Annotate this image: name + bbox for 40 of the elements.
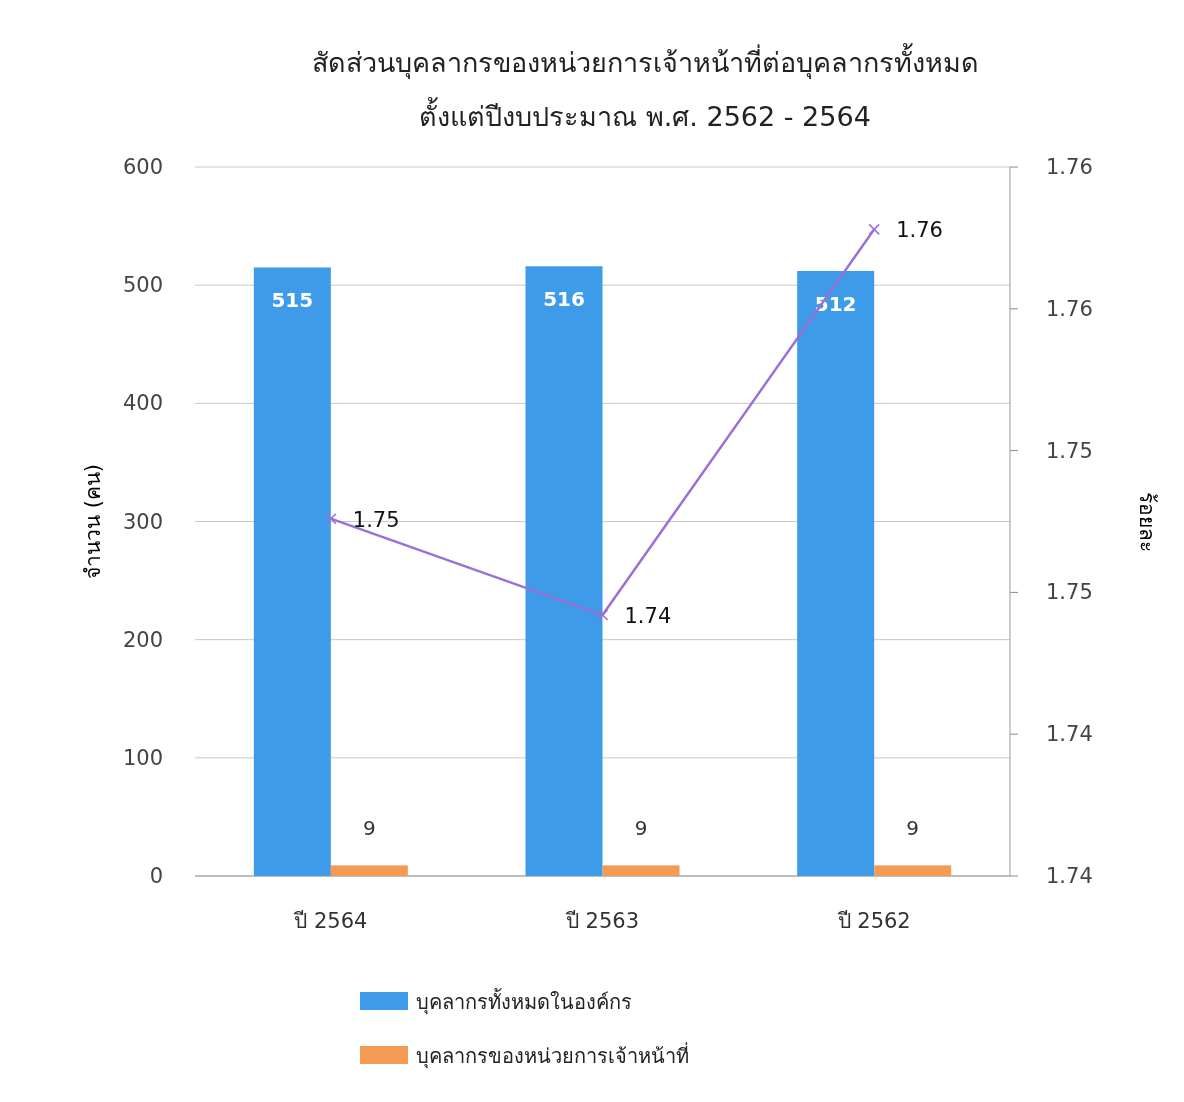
- data-label: 9: [906, 816, 920, 841]
- data-label: 1.75: [352, 507, 400, 532]
- chart-subtitle: ตั้งแต่ปีงบประมาณ พ.ศ. 2562 - 2564: [419, 97, 871, 132]
- data-label: 1.76: [896, 218, 943, 243]
- bar: [330, 865, 408, 876]
- bar: [797, 270, 875, 876]
- bar: [874, 865, 952, 876]
- legend-label: บุคลากรทั้งหมดในองค์กร: [416, 988, 632, 1015]
- y2-tick-label: 1.76: [1046, 296, 1093, 321]
- point: [596, 609, 609, 621]
- y-tick-label: 300: [122, 509, 163, 534]
- y2-tick-label: 1.74: [1046, 722, 1093, 747]
- data-label: 515: [271, 288, 314, 313]
- x-tick-label: ปี 2562: [836, 909, 911, 933]
- y-tick-label: 100: [122, 745, 163, 770]
- x-tick-label: ปี 2563: [564, 909, 640, 933]
- point: [325, 512, 337, 525]
- data-label: 1.74: [624, 604, 672, 629]
- data-label: 512: [814, 291, 857, 316]
- bar: [525, 266, 603, 876]
- x-tick-label: ปี 2564: [293, 909, 368, 933]
- y2-tick-label: 1.75: [1046, 580, 1093, 605]
- data-label: 9: [634, 816, 648, 841]
- y2-tick-label: 1.74: [1046, 864, 1093, 888]
- y-tick-label: 500: [122, 273, 163, 298]
- legend-label: บุคลากรของหน่วยการเจ้าหน้าที่: [416, 1042, 689, 1069]
- y-tick-label: 400: [122, 391, 163, 416]
- data-label: 516: [543, 287, 585, 312]
- bar: [253, 267, 331, 876]
- y-tick-label: 600: [122, 155, 163, 179]
- y-axis-title: จำนวน (คน): [81, 463, 105, 580]
- y2-tick-label: 1.75: [1046, 438, 1093, 463]
- y-tick-label: 200: [122, 627, 163, 652]
- data-label: 9: [362, 816, 376, 841]
- point: [868, 223, 880, 236]
- y2-tick-label: 1.76: [1046, 155, 1093, 179]
- y2-axis-title: ร้อยละ: [1135, 491, 1159, 552]
- y-tick-label: 0: [149, 864, 163, 888]
- chart-title: สัดส่วนบุคลากรของหน่วยการเจ้าหน้าที่ต่อบุคลากรทั้งหมด: [311, 43, 979, 80]
- bar: [602, 865, 680, 876]
